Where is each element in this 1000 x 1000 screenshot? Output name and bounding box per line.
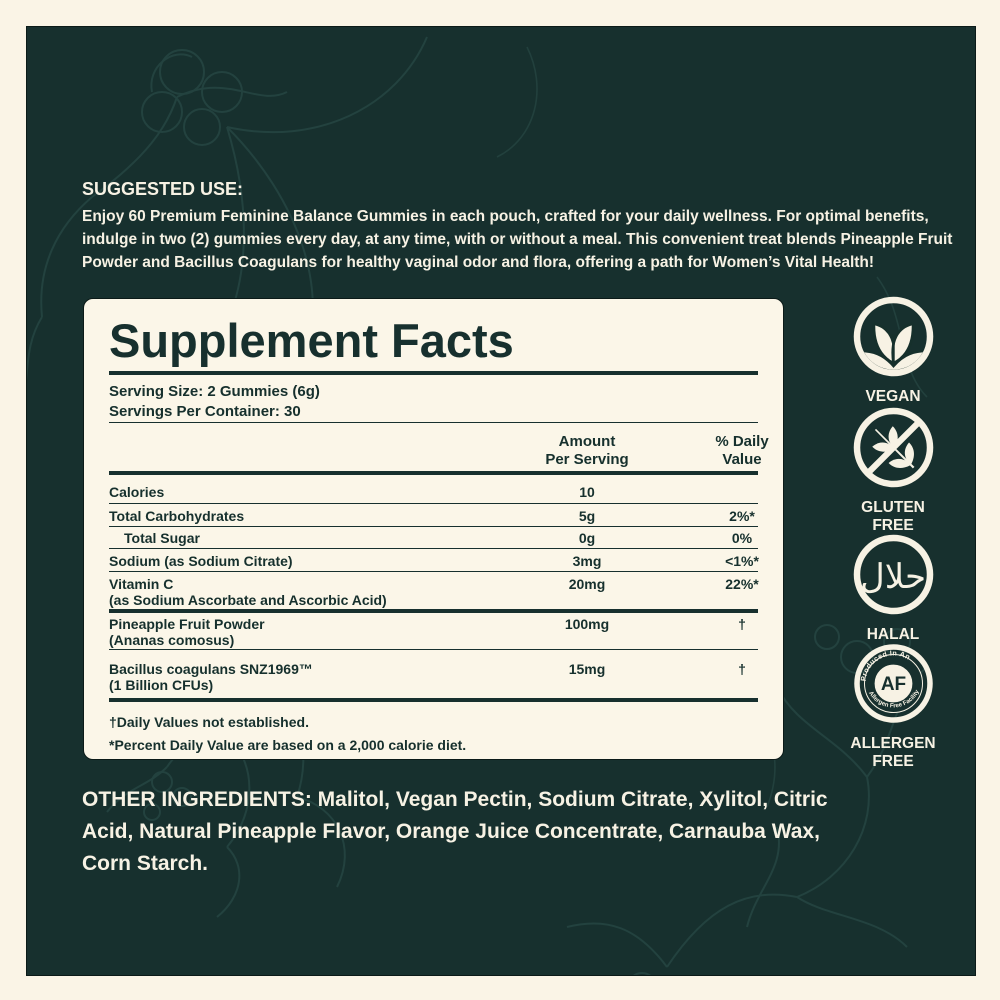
svg-text:AF: AF <box>880 674 905 695</box>
svg-text:حلال: حلال <box>859 558 925 596</box>
